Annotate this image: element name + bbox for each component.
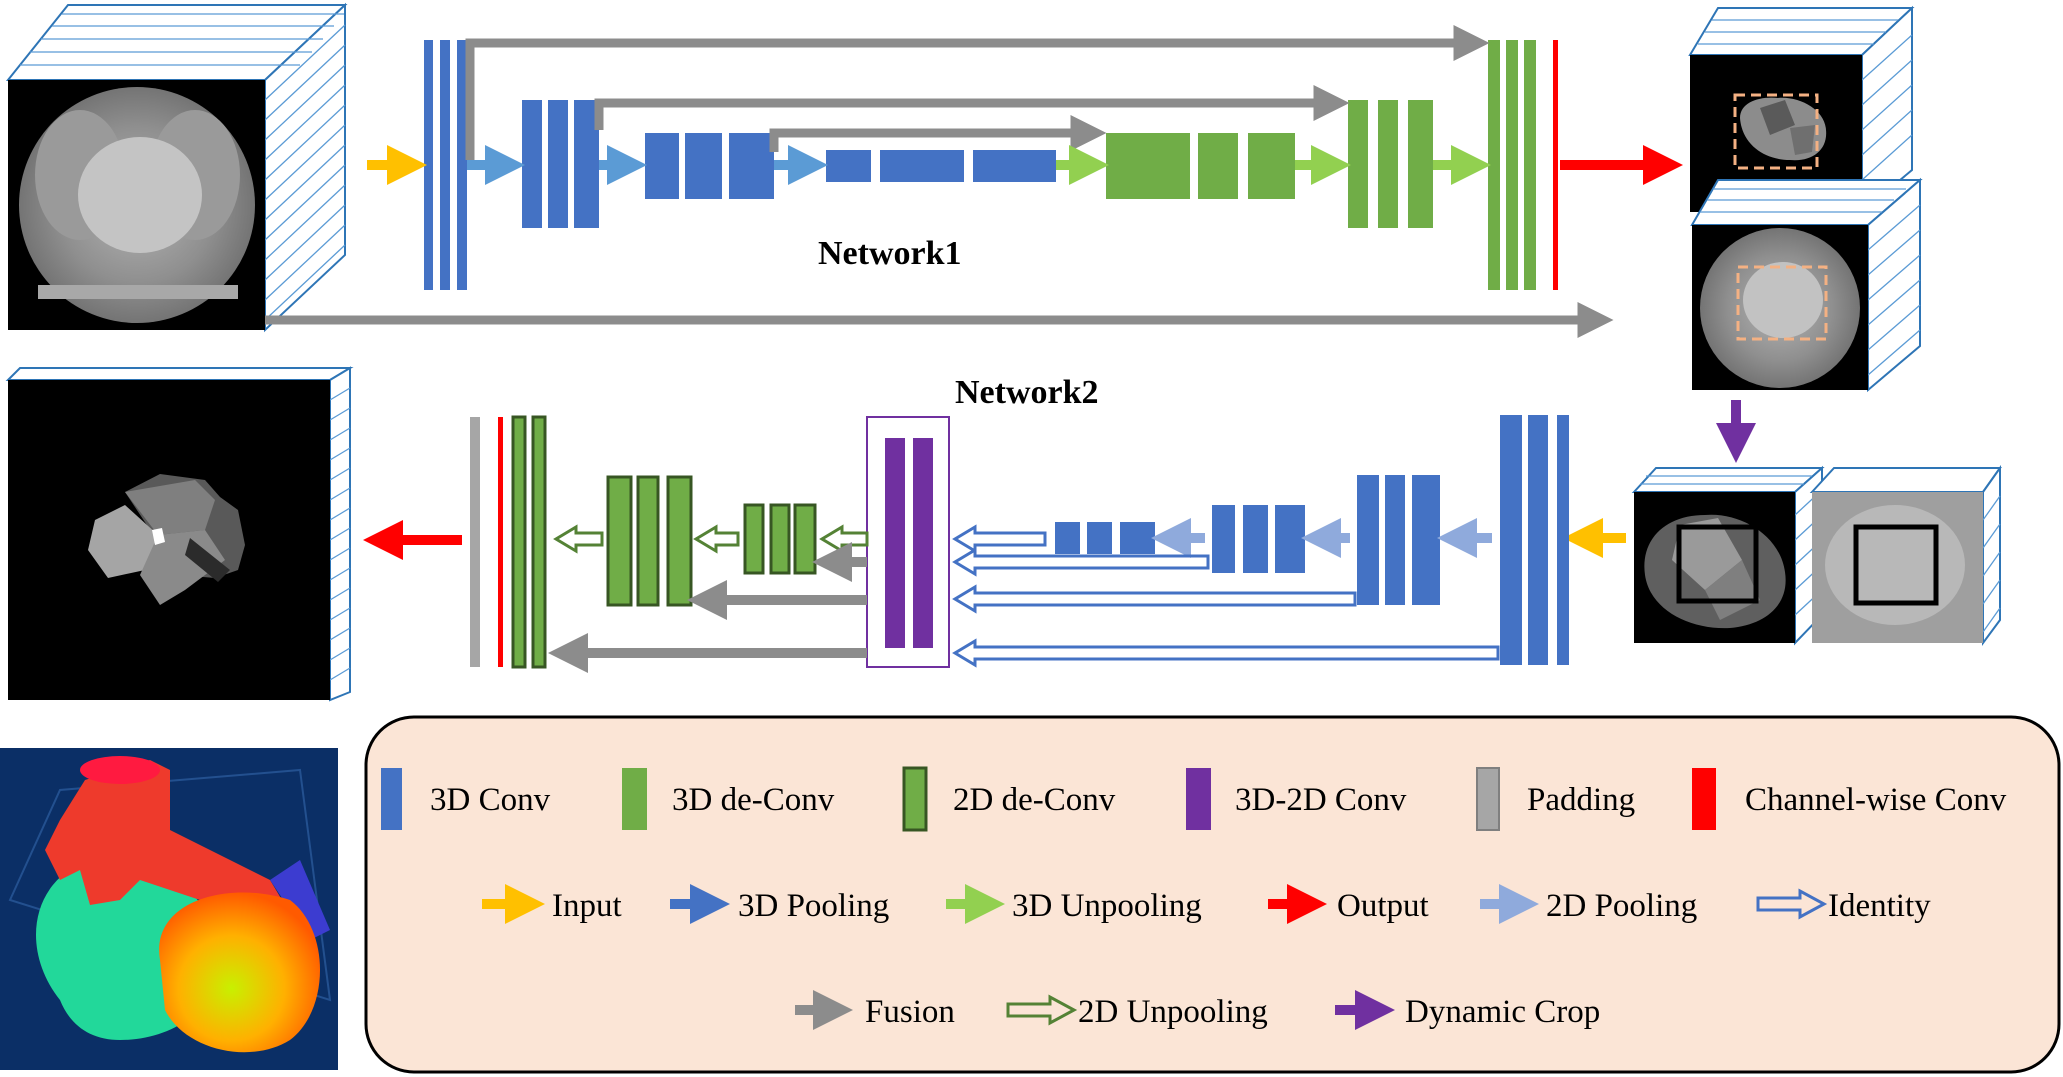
network1-encoder-conv — [424, 40, 1056, 290]
legend-padding: Padding — [1476, 767, 1635, 831]
legend-fusion: Fusion — [795, 990, 955, 1030]
network2-encoder-conv — [1055, 415, 1569, 665]
legend-3d-deconv-swatch — [622, 768, 647, 830]
legend-2d-pooling-label: 2D Pooling — [1546, 888, 1697, 924]
legend-dynamic-crop-label: Dynamic Crop — [1405, 994, 1600, 1030]
legend-2d-deconv: 2D de-Conv — [902, 766, 1116, 832]
legend-output: Output — [1268, 884, 1429, 924]
cropped-ct-volume — [1690, 177, 1923, 393]
legend-2d-unpooling: 2D Unpooling — [1006, 994, 1268, 1030]
legend-channel-wise-conv: Channel-wise Conv — [1692, 768, 2007, 830]
network1-channel-wise-conv — [1553, 40, 1558, 290]
cropped-segmentation-volume — [1631, 465, 1825, 646]
heart-3d-render — [0, 748, 338, 1070]
network2-unpooling-arrows — [553, 524, 869, 554]
legend-3d-conv: 3D Conv — [381, 768, 551, 830]
network2-padding — [470, 417, 480, 667]
network2: Network2 — [363, 374, 1626, 673]
legend-identity-label: Identity — [1828, 888, 1931, 924]
legend-input: Input — [482, 884, 622, 924]
network1-skip-fusion-arrows — [265, 25, 1614, 338]
legend-2d-unpooling-arrow — [1006, 994, 1078, 1026]
legend-padding-swatch — [1476, 767, 1500, 831]
legend-3d-deconv-label: 3D de-Conv — [672, 782, 835, 818]
legend-3d-unpooling-label: 3D Unpooling — [1012, 888, 1202, 924]
legend-3d-2d-conv: 3D-2D Conv — [1186, 768, 1407, 830]
legend-fusion-label: Fusion — [865, 994, 955, 1030]
legend-2d-unpooling-label: 2D Unpooling — [1078, 994, 1268, 1030]
legend-identity: Identity — [1756, 888, 1931, 924]
legend-dynamic-crop: Dynamic Crop — [1335, 990, 1600, 1030]
cropped-ct-input-volume — [1809, 464, 2002, 647]
network2-fusion-arrows — [548, 542, 867, 673]
legend-channel-wise-conv-label: Channel-wise Conv — [1745, 782, 2007, 818]
legend-box — [364, 715, 2061, 1074]
network1-title: Network1 — [818, 235, 962, 272]
legend-2d-pooling: 2D Pooling — [1480, 884, 1697, 924]
legend: 3D Conv 3D de-Conv 2D de-Conv 3D-2D Conv… — [364, 715, 2061, 1074]
network2-title: Network2 — [955, 374, 1099, 411]
legend-input-label: Input — [552, 888, 622, 924]
network2-decoder-deconv2d — [511, 415, 817, 669]
network2-3d-2d-conv — [885, 438, 933, 648]
legend-3d-pooling-label: 3D Pooling — [738, 888, 889, 924]
legend-2d-deconv-swatch — [902, 766, 928, 832]
legend-2d-deconv-label: 2D de-Conv — [953, 782, 1116, 818]
legend-channel-wise-conv-swatch — [1692, 768, 1716, 830]
legend-output-label: Output — [1337, 888, 1429, 924]
network2-identity-arrows — [952, 524, 1500, 668]
legend-identity-arrow — [1756, 888, 1828, 920]
legend-padding-label: Padding — [1527, 782, 1635, 818]
network2-channel-wise-conv — [498, 417, 503, 667]
network1: Network1 — [265, 25, 1683, 338]
legend-3d-2d-conv-label: 3D-2D Conv — [1235, 782, 1407, 818]
legend-3d-conv-swatch — [381, 768, 402, 830]
legend-3d-unpooling: 3D Unpooling — [946, 884, 1202, 924]
network2-3d-2d-conv-frame — [866, 416, 950, 668]
legend-3d-deconv: 3D de-Conv — [622, 768, 835, 830]
legend-3d-pooling: 3D Pooling — [670, 884, 889, 924]
legend-3d-conv-label: 3D Conv — [430, 782, 551, 818]
legend-3d-2d-conv-swatch — [1186, 768, 1211, 830]
input-ct-volume — [5, 2, 348, 333]
network1-decoder-deconv — [1106, 40, 1536, 290]
final-segmentation-volume — [5, 366, 354, 702]
